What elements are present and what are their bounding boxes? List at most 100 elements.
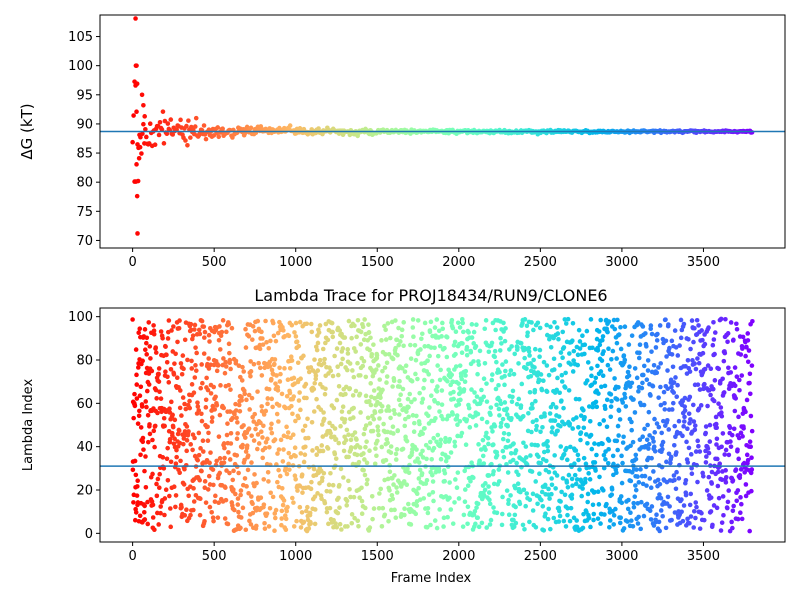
lambda-point — [532, 365, 537, 370]
lambda-point — [461, 329, 466, 335]
lambda-point — [436, 328, 442, 334]
lambda-point — [644, 437, 650, 443]
lambda-point — [611, 317, 617, 323]
lambda-point — [448, 450, 454, 455]
lambda-point — [183, 406, 189, 412]
lambda-point — [700, 350, 706, 356]
lambda-point — [498, 401, 504, 407]
lambda-point — [684, 439, 689, 445]
lambda-point — [461, 387, 467, 392]
lambda-point — [665, 368, 670, 373]
lambda-point — [509, 399, 515, 405]
lambda-point — [380, 368, 385, 374]
lambda-point — [715, 483, 721, 489]
lambda-point — [437, 507, 442, 512]
lambda-point — [452, 500, 457, 505]
lambda-point — [738, 495, 743, 500]
lambda-point — [454, 485, 460, 491]
lambda-point — [683, 492, 689, 498]
lambda-point — [542, 482, 548, 488]
lambda-point — [244, 397, 249, 403]
lambda-point — [720, 431, 726, 436]
lambda-point — [702, 381, 707, 387]
lambda-point — [488, 517, 494, 523]
lambda-point — [352, 323, 357, 328]
lambda-point — [251, 438, 257, 443]
lambda-point — [462, 468, 468, 474]
lambda-point — [500, 448, 506, 454]
lambda-point — [490, 372, 495, 377]
lambda-point — [519, 381, 525, 387]
lambda-point — [504, 461, 509, 467]
lambda-point — [721, 512, 726, 518]
lambda-point — [277, 365, 282, 371]
lambda-point — [696, 406, 702, 411]
lambda-point — [696, 443, 701, 449]
lambda-point — [506, 497, 511, 503]
lambda-point — [527, 389, 533, 395]
lambda-x-tick-label: 500 — [202, 549, 227, 564]
lambda-point — [411, 334, 416, 340]
lambda-point — [160, 455, 166, 460]
lambda-point — [631, 504, 637, 510]
lambda-point — [677, 343, 682, 348]
lambda-point — [635, 521, 641, 526]
lambda-point — [252, 328, 258, 334]
lambda-point — [469, 322, 475, 327]
lambda-point — [739, 501, 744, 507]
lambda-point — [368, 335, 373, 341]
lambda-point — [686, 411, 692, 416]
lambda-point — [723, 447, 729, 453]
lambda-point — [388, 444, 394, 449]
lambda-point — [304, 395, 309, 401]
lambda-point — [562, 421, 567, 427]
lambda-point — [181, 366, 186, 372]
lambda-point — [420, 431, 425, 436]
lambda-point — [140, 435, 146, 441]
lambda-y-axis-label: Lambda Index — [21, 379, 36, 472]
lambda-point — [666, 322, 671, 327]
lambda-point — [692, 325, 697, 331]
lambda-point — [474, 505, 479, 510]
lambda-point — [483, 447, 488, 453]
lambda-point — [284, 424, 289, 430]
lambda-point — [349, 512, 355, 517]
lambda-point — [606, 346, 611, 352]
lambda-point — [539, 387, 545, 393]
lambda-point — [523, 503, 528, 509]
lambda-point — [172, 436, 177, 442]
lambda-point — [412, 397, 417, 402]
lambda-point — [312, 521, 318, 527]
lambda-point — [236, 509, 241, 515]
lambda-point — [622, 391, 627, 397]
lambda-point — [400, 446, 406, 452]
lambda-point — [480, 437, 486, 443]
lambda-point — [392, 507, 397, 513]
lambda-point — [465, 521, 470, 527]
lambda-point — [576, 327, 582, 333]
delta-g-point — [141, 121, 146, 127]
lambda-point — [663, 317, 668, 322]
lambda-point — [338, 423, 343, 429]
delta-g-axes-frame — [99, 14, 786, 249]
delta-g-y-tick-label: 105 — [68, 30, 93, 45]
lambda-point — [225, 521, 231, 527]
lambda-point — [601, 465, 607, 471]
lambda-point — [256, 360, 261, 366]
lambda-point — [272, 528, 277, 534]
lambda-point — [157, 485, 162, 490]
lambda-point — [513, 504, 518, 510]
lambda-point — [366, 322, 371, 327]
lambda-point — [614, 356, 619, 361]
delta-g-point — [316, 126, 321, 131]
lambda-point — [410, 413, 416, 418]
lambda-point — [373, 446, 378, 451]
lambda-point — [465, 483, 471, 488]
lambda-point — [352, 430, 358, 435]
lambda-point — [136, 330, 141, 336]
lambda-point — [427, 329, 433, 335]
lambda-point — [678, 335, 684, 341]
lambda-point — [707, 422, 713, 428]
lambda-point — [700, 473, 706, 479]
lambda-point — [281, 447, 286, 452]
